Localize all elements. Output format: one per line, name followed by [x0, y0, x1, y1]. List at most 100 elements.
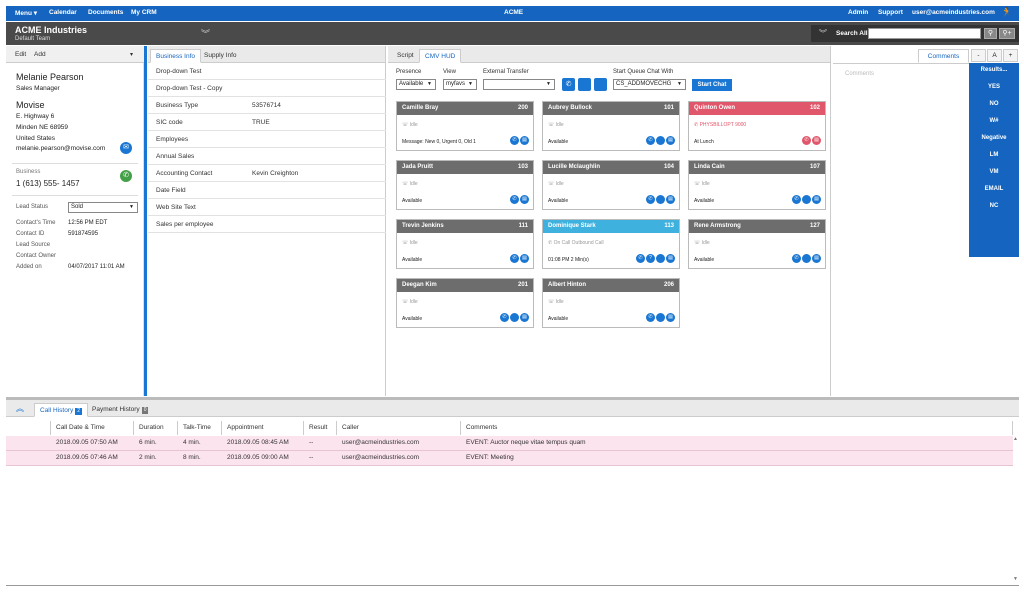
agent-card[interactable]: Aubrey Bullock 101 ☏ Idle Available ✆ 👤 ▤: [542, 101, 680, 151]
column-header[interactable]: Comments: [461, 421, 1013, 435]
chat-icon[interactable]: ▤: [666, 254, 675, 263]
queue-chat-select[interactable]: CS_ADDMOVECHG ▼: [613, 79, 686, 90]
business-field-row[interactable]: Business Type 53576714: [148, 97, 386, 114]
column-header[interactable]: Appointment: [222, 421, 304, 435]
agent-card[interactable]: Deegan Kim 201 ☏ Idle Available ✆ 👤 ▤: [396, 278, 534, 328]
tab-supply-info[interactable]: Supply Info: [204, 52, 237, 59]
person-add-button[interactable]: 👤: [594, 78, 607, 91]
agent-card[interactable]: Trevin Jenkins 111 ☏ Idle Available ✆ ▤: [396, 219, 534, 269]
chat-icon[interactable]: ▤: [520, 136, 529, 145]
chevron-down-icon[interactable]: ▾: [130, 52, 134, 58]
column-header[interactable]: Call Date & Time: [51, 421, 134, 435]
person-icon[interactable]: 👤: [802, 254, 811, 263]
result-option[interactable]: NO: [989, 101, 999, 107]
chevron-down-icon[interactable]: ︾: [201, 29, 211, 39]
business-field-row[interactable]: Drop-down Test - Copy: [148, 80, 386, 97]
view-select[interactable]: myfavs ▼: [443, 79, 477, 90]
chat-icon[interactable]: ▤: [666, 195, 675, 204]
collapse-icon[interactable]: ︽: [16, 404, 24, 413]
agent-card[interactable]: Jada Pruitt 103 ☏ Idle Available ✆ ▤: [396, 160, 534, 210]
person-transfer-button[interactable]: 👤: [578, 78, 591, 91]
table-row[interactable]: 2018.09.05 07:50 AM 6 min. 4 min. 2018.09.0…: [6, 436, 1013, 451]
result-option[interactable]: LM: [989, 152, 999, 158]
contact-phone[interactable]: 1 (613) 555- 1457: [16, 179, 80, 188]
scroll-up-icon[interactable]: ▲: [1013, 436, 1018, 442]
chat-icon[interactable]: ▤: [666, 136, 675, 145]
agent-card[interactable]: Linda Cain 107 ☏ Idle Available ✆ 👤 ▤: [688, 160, 826, 210]
chevron-down-icon[interactable]: ︾: [819, 29, 827, 38]
panel-splitter[interactable]: [144, 46, 147, 396]
agent-card[interactable]: Dominique Stark 113 ✆ On Call Outbound Cal…: [542, 219, 680, 269]
person-icon[interactable]: 👤: [510, 313, 519, 322]
results-dropdown[interactable]: Results...: [980, 67, 1008, 73]
chat-icon[interactable]: ▤: [812, 136, 821, 145]
tab-call-history[interactable]: Call History 2: [34, 403, 89, 417]
user-email-link[interactable]: user@acmeindustries.com: [912, 9, 995, 16]
table-row[interactable]: 2018.09.05 07:46 AM 2 min. 8 min. 2018.09.0…: [6, 451, 1013, 466]
font-decrease-button[interactable]: -: [971, 49, 986, 62]
font-increase-button[interactable]: +: [1003, 49, 1018, 62]
chat-icon[interactable]: ▤: [520, 195, 529, 204]
business-field-row[interactable]: Employees: [148, 131, 386, 148]
agent-card[interactable]: Lucille Mclaughlin 104 ☏ Idle Available ✆ 👤 ▤: [542, 160, 680, 210]
chat-icon[interactable]: ▤: [520, 313, 529, 322]
phone-icon[interactable]: ✆: [500, 313, 509, 322]
column-header[interactable]: Caller: [337, 421, 461, 435]
result-option[interactable]: Negative: [981, 135, 1007, 141]
agent-card[interactable]: Camille Bray 200 ☏ Idle Message: New 0, Urg…: [396, 101, 534, 151]
add-button[interactable]: Add: [34, 51, 46, 58]
result-option[interactable]: VM: [989, 169, 999, 175]
business-field-row[interactable]: Drop-down Test: [148, 63, 386, 80]
column-header[interactable]: Result: [304, 421, 337, 435]
person-icon[interactable]: 👤: [802, 195, 811, 204]
tab-cmv-hud[interactable]: CMV HUD: [419, 49, 462, 63]
business-field-row[interactable]: SIC code TRUE: [148, 114, 386, 131]
chat-icon[interactable]: ▤: [520, 254, 529, 263]
contact-email[interactable]: melanie.pearson@movise.com: [16, 145, 106, 152]
result-option[interactable]: EMAIL: [984, 186, 1004, 192]
presence-select[interactable]: Available ▼: [396, 79, 436, 90]
search-input[interactable]: [868, 28, 981, 39]
transfer-select[interactable]: ▼: [483, 79, 555, 90]
business-field-row[interactable]: Sales per employee: [148, 216, 386, 233]
admin-link[interactable]: Admin: [848, 9, 869, 16]
phone-icon[interactable]: ✆: [510, 136, 519, 145]
result-option[interactable]: W#: [989, 118, 999, 124]
person-icon[interactable]: 👤: [656, 136, 665, 145]
chat-icon[interactable]: ▤: [812, 254, 821, 263]
horizontal-splitter[interactable]: [6, 397, 1019, 400]
search-add-icon[interactable]: ⚲+: [999, 28, 1015, 39]
phone-icon[interactable]: ✆: [646, 313, 655, 322]
tab-script[interactable]: Script: [397, 52, 414, 59]
phone-icon[interactable]: ✆: [510, 195, 519, 204]
business-field-row[interactable]: Accounting Contact Kevin Creighton: [148, 165, 386, 182]
help-icon[interactable]: ?: [646, 254, 655, 263]
mycrm-link[interactable]: My CRM: [131, 9, 157, 16]
scroll-down-icon[interactable]: ▼: [1013, 576, 1018, 582]
phone-icon[interactable]: ✆: [646, 136, 655, 145]
agent-card[interactable]: Albert Hinton 206 ☏ Idle Available ✆ 👤 ▤: [542, 278, 680, 328]
phone-transfer-button[interactable]: ✆: [562, 78, 575, 91]
tab-comments[interactable]: Comments: [918, 49, 969, 63]
phone-icon[interactable]: ✆: [510, 254, 519, 263]
result-option[interactable]: NC: [989, 203, 999, 209]
column-header[interactable]: Talk-Time: [178, 421, 222, 435]
phone-icon[interactable]: ✆: [646, 195, 655, 204]
tab-payment-history[interactable]: Payment History 0: [87, 403, 153, 417]
email-icon[interactable]: ✉: [120, 142, 132, 154]
agent-card[interactable]: Quinton Owen 102 ✆ PHYSBILLOPT 9000 At Lunc…: [688, 101, 826, 151]
column-header[interactable]: Duration: [134, 421, 178, 435]
business-field-row[interactable]: Annual Sales: [148, 148, 386, 165]
lead-status-select[interactable]: Sold ▼: [68, 202, 138, 213]
result-option[interactable]: YES: [987, 84, 1000, 90]
phone-icon[interactable]: ✆: [120, 170, 132, 182]
search-icon[interactable]: ⚲: [984, 28, 997, 39]
chat-icon[interactable]: ▤: [666, 313, 675, 322]
person-icon[interactable]: 👤: [656, 313, 665, 322]
calendar-link[interactable]: Calendar: [49, 9, 77, 16]
business-field-row[interactable]: Date Field: [148, 182, 386, 199]
phone-icon[interactable]: ✆: [792, 195, 801, 204]
edit-button[interactable]: Edit: [15, 51, 27, 58]
agent-card[interactable]: Rene Armstrong 127 ☏ Idle Available ✆ 👤 ▤: [688, 219, 826, 269]
menu-button[interactable]: Menu ▾: [15, 10, 38, 17]
